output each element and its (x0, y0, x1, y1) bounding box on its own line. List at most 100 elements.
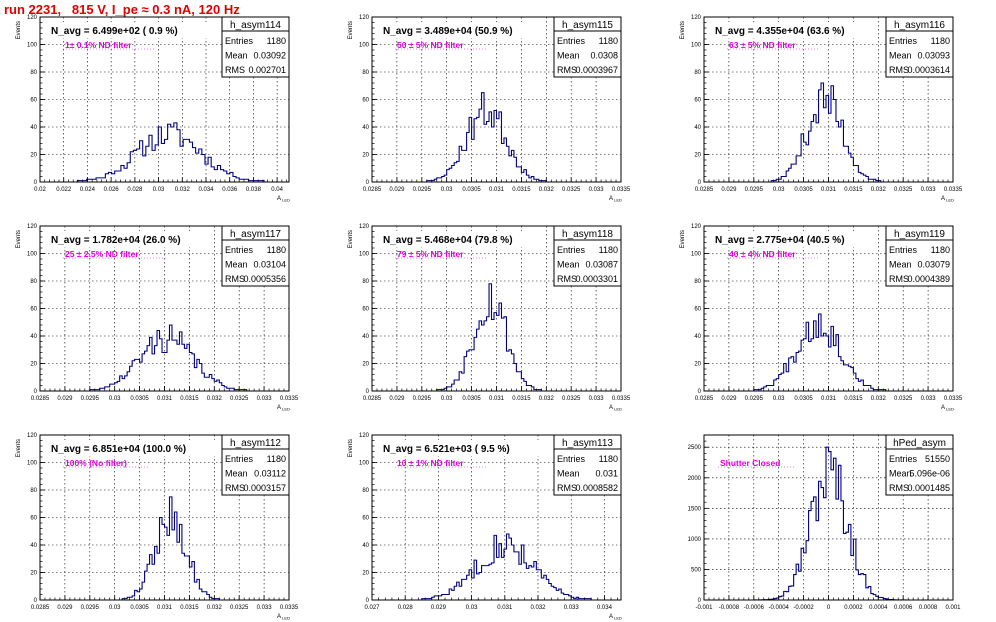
x-axis-title-subscript: LED (281, 407, 290, 412)
stats-mean-label: Mean (889, 51, 912, 61)
stats-box (221, 225, 290, 287)
x-tick-label: 0.032 (871, 187, 887, 193)
x-tick-label: 0.032 (539, 396, 555, 402)
filter-label: 50 ± 5% ND filter (397, 40, 464, 50)
stats-rms-label: RMS (889, 65, 909, 75)
y-axis-title: Events (680, 230, 686, 248)
x-tick-label: 0.0335 (280, 605, 299, 611)
stats-entries-label: Entries (557, 36, 586, 46)
x-tick-label: 0.0325 (230, 396, 249, 402)
x-axis-title-subscript: LED (613, 616, 622, 621)
stats-rms-value: 0.0005356 (243, 274, 286, 284)
x-tick-label: 0.029 (57, 605, 73, 611)
x-tick-label: 0.031 (821, 187, 837, 193)
header-box (710, 22, 874, 38)
x-axis-title-subscript: LED (281, 616, 290, 621)
y-axis-title: Events (16, 439, 22, 457)
y-tick-label: 0 (698, 389, 702, 395)
y-tick-label: 100 (27, 252, 38, 258)
stats-rms-label: RMS (225, 65, 245, 75)
stats-mean-label: Mean (225, 260, 248, 270)
header-box (46, 22, 210, 38)
x-tick-label: 0.0305 (462, 187, 481, 193)
x-tick-label: 0.0315 (180, 605, 199, 611)
y-tick-label: 60 (30, 307, 37, 313)
stats-box-title: h_asym113 (562, 438, 613, 449)
x-tick-label: 0.0285 (363, 396, 382, 402)
x-tick-label: 0.03 (773, 396, 785, 402)
y-tick-label: 0 (34, 180, 38, 186)
stats-mean-value: 5.096e-06 (909, 469, 950, 479)
filter-label: 79 ± 5% ND filter (397, 249, 464, 259)
y-tick-label: 40 (694, 125, 701, 131)
stats-mean-value: 0.03104 (253, 260, 286, 270)
y-tick-label: 0 (698, 180, 702, 186)
stats-rms-label: RMS (889, 483, 909, 493)
y-tick-label: 120 (27, 224, 38, 230)
x-tick-label: 0.03 (441, 396, 453, 402)
y-tick-label: 60 (30, 516, 37, 522)
stats-entries-value: 1180 (267, 454, 286, 464)
x-tick-label: 0.0305 (130, 605, 149, 611)
y-tick-label: 100 (359, 461, 370, 467)
filter-label: Shutter Closed (720, 458, 780, 468)
x-tick-label: 0.033 (257, 396, 273, 402)
y-tick-label: 60 (362, 307, 369, 313)
histogram-panel-h_asym114: 0.02 0.022 0.024 0.026 0.028 0.03 0.032 0.034 0.… (16, 15, 290, 203)
stats-rms-value: 0.0008582 (575, 483, 618, 493)
x-tick-label: 0.029 (721, 187, 737, 193)
stats-rms-label: RMS (557, 65, 577, 75)
x-tick-label: 0.027 (364, 605, 380, 611)
x-axis-title: A LED (609, 614, 622, 621)
x-tick-label: 0.03 (153, 187, 165, 193)
x-tick-label: 0.031 (489, 187, 505, 193)
y-tick-label: 120 (359, 224, 370, 230)
stats-rms-label: RMS (557, 274, 577, 284)
header-label: N_avg = 4.355e+04 (63.6 %) (715, 26, 845, 37)
stats-rms-label: RMS (889, 274, 909, 284)
histogram-series (372, 533, 621, 601)
x-tick-label: 0.0335 (612, 396, 631, 402)
y-tick-label: 80 (30, 279, 37, 285)
filter-label: 10 ± 1% ND filter (397, 458, 464, 468)
y-tick-label: 0 (366, 180, 370, 186)
x-tick-label: 0.001 (945, 605, 961, 611)
x-tick-label: -0.0006 (744, 605, 765, 611)
stats-entries-value: 1180 (599, 454, 618, 464)
x-tick-label: 0.0305 (794, 396, 813, 402)
header-box (378, 440, 542, 456)
stats-box-title: h_asym114 (230, 20, 281, 31)
y-tick-label: 20 (362, 362, 369, 368)
stats-mean-label: Mean (225, 51, 248, 61)
x-tick-label: 0.0285 (31, 605, 50, 611)
stats-box-title: h_asym116 (894, 20, 945, 31)
x-tick-label: 0.032 (207, 605, 223, 611)
stats-entries-label: Entries (225, 454, 254, 464)
histogram-series (40, 122, 289, 183)
x-tick-label: 0.0305 (462, 396, 481, 402)
y-tick-label: 40 (30, 125, 37, 131)
x-tick-label: 0.03 (466, 605, 478, 611)
stats-box (221, 16, 290, 78)
x-axis-title: A LED (941, 405, 954, 412)
y-axis-title: Events (348, 230, 354, 248)
stats-mean-label: Mean (557, 51, 580, 61)
y-tick-label: 40 (362, 334, 369, 340)
y-tick-label: 100 (27, 43, 38, 49)
x-axis-title-subscript: LED (281, 198, 290, 203)
x-tick-label: 0.033 (589, 187, 605, 193)
y-tick-label: 80 (362, 70, 369, 76)
y-tick-label: 0 (366, 598, 370, 604)
x-tick-label: 0.0295 (413, 396, 432, 402)
x-axis-title: A LED (941, 196, 954, 203)
stats-entries-value: 1180 (267, 36, 286, 46)
stats-mean-value: 0.0308 (590, 51, 618, 61)
y-tick-label: 2500 (688, 445, 702, 451)
y-tick-label: 60 (362, 98, 369, 104)
x-tick-label: 0.0335 (280, 396, 299, 402)
stats-box-title: h_asym118 (562, 229, 613, 240)
histogram-panel-h_asym116: 0.0285 0.029 0.0295 0.03 0.0305 0.031 0.0315 0.… (680, 15, 963, 203)
x-tick-label: 0.028 (398, 605, 414, 611)
y-tick-label: 100 (691, 43, 702, 49)
x-tick-label: 0.033 (921, 187, 937, 193)
